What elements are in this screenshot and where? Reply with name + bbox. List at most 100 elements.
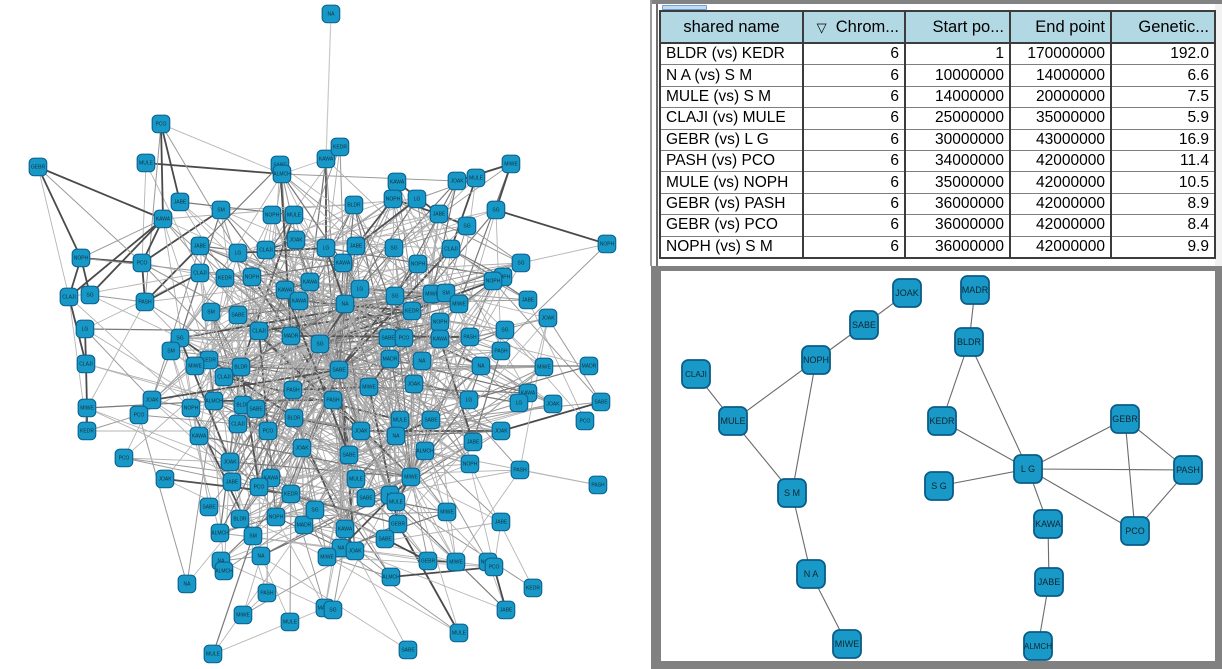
svg-text:BLDR: BLDR — [287, 416, 301, 422]
svg-text:MULE: MULE — [349, 477, 364, 483]
svg-text:SG: SG — [329, 608, 336, 614]
svg-text:MULE: MULE — [389, 500, 404, 506]
svg-text:ALMCH: ALMCH — [205, 399, 223, 405]
svg-text:NOPH: NOPH — [245, 275, 260, 281]
svg-text:MADR: MADR — [962, 285, 989, 295]
svg-text:NA: NA — [419, 359, 427, 365]
svg-text:SG: SG — [390, 246, 397, 252]
svg-text:PCO: PCO — [399, 336, 410, 342]
svg-text:LG: LG — [357, 287, 364, 293]
svg-text:CLAJI: CLAJI — [252, 329, 266, 335]
svg-text:SM: SM — [167, 349, 175, 355]
svg-text:NOPH: NOPH — [600, 242, 615, 248]
svg-text:SABE: SABE — [594, 400, 608, 406]
svg-text:PASH: PASH — [138, 300, 152, 306]
svg-text:PCO: PCO — [134, 413, 145, 419]
svg-text:L G: L G — [1021, 464, 1035, 474]
svg-text:ALMCH: ALMCH — [382, 575, 400, 581]
svg-text:CLAJI: CLAJI — [231, 422, 245, 428]
svg-text:PASH: PASH — [326, 398, 340, 404]
svg-text:JABE: JABE — [174, 200, 187, 206]
svg-text:KEDR: KEDR — [284, 492, 298, 498]
svg-text:KEDR: KEDR — [333, 145, 347, 151]
svg-text:SG: SG — [463, 224, 470, 230]
svg-text:NA: NA — [338, 546, 346, 552]
svg-text:KAWA: KAWA — [338, 527, 353, 533]
svg-text:SABE: SABE — [378, 537, 392, 543]
svg-text:JOAK: JOAK — [546, 402, 560, 408]
svg-text:NA: NA — [258, 554, 266, 560]
svg-text:JABE: JABE — [522, 298, 535, 304]
svg-text:SABE: SABE — [342, 453, 356, 459]
svg-text:SM: SM — [217, 208, 225, 214]
svg-text:MIWE: MIWE — [80, 406, 94, 412]
svg-text:NA: NA — [184, 582, 192, 588]
svg-text:BLDR: BLDR — [347, 203, 361, 209]
svg-text:JABE: JABE — [433, 212, 446, 218]
svg-text:KEDR: KEDR — [405, 309, 419, 315]
svg-text:MULE: MULE — [452, 631, 467, 637]
svg-text:KAWA: KAWA — [1035, 519, 1061, 529]
svg-text:PASH: PASH — [591, 483, 605, 489]
svg-text:PCO: PCO — [254, 485, 265, 491]
svg-text:JOAK: JOAK — [541, 316, 555, 322]
svg-text:LG: LG — [82, 327, 89, 333]
svg-text:S M: S M — [784, 488, 800, 498]
svg-text:LG: LG — [516, 401, 523, 407]
svg-text:JABE: JABE — [226, 480, 239, 486]
svg-text:MIWE: MIWE — [362, 385, 376, 391]
svg-text:PCO: PCO — [1125, 526, 1145, 536]
svg-text:MIWE: MIWE — [320, 555, 334, 561]
svg-text:SABE: SABE — [424, 418, 438, 424]
svg-text:SG: SG — [176, 336, 183, 342]
svg-text:NA: NA — [342, 302, 350, 308]
svg-text:JOAK: JOAK — [158, 477, 172, 483]
svg-text:JOAK: JOAK — [895, 288, 919, 298]
svg-text:MIWE: MIWE — [449, 560, 463, 566]
svg-text:MADR: MADR — [383, 357, 398, 363]
svg-text:MIWE: MIWE — [537, 365, 551, 371]
svg-text:SABE: SABE — [359, 496, 373, 502]
svg-text:CLAJI: CLAJI — [217, 375, 231, 381]
svg-text:MULE: MULE — [139, 161, 154, 167]
svg-text:JABE: JABE — [467, 440, 480, 446]
svg-text:CLAJI: CLAJI — [444, 247, 458, 253]
svg-text:MIWE: MIWE — [452, 302, 466, 308]
svg-text:PASH: PASH — [260, 591, 274, 597]
svg-text:KEDR: KEDR — [80, 429, 94, 435]
svg-text:N A: N A — [804, 569, 819, 579]
svg-text:ALMCH: ALMCH — [211, 531, 229, 537]
svg-text:SG: SG — [316, 342, 323, 348]
svg-text:BLDR: BLDR — [236, 403, 250, 409]
svg-text:SABE: SABE — [381, 336, 395, 342]
svg-text:JOAK: JOAK — [494, 429, 508, 435]
svg-text:PCO: PCO — [489, 565, 500, 571]
svg-text:CLAJI: CLAJI — [685, 370, 707, 379]
svg-text:KAWA: KAWA — [319, 157, 334, 163]
svg-text:NA: NA — [478, 364, 486, 370]
svg-text:SABE: SABE — [231, 313, 245, 319]
svg-text:SABE: SABE — [202, 505, 216, 511]
svg-text:GEBR: GEBR — [1112, 414, 1138, 424]
svg-text:SM: SM — [207, 310, 215, 316]
svg-text:JOAK: JOAK — [145, 398, 159, 404]
svg-text:PASH: PASH — [494, 349, 508, 355]
svg-text:GEBR: GEBR — [421, 559, 436, 565]
svg-text:SG: SG — [391, 294, 398, 300]
svg-text:JOAK: JOAK — [295, 446, 309, 452]
svg-text:LG: LG — [323, 246, 330, 252]
svg-text:PCO: PCO — [137, 261, 148, 267]
svg-text:MULE: MULE — [469, 176, 484, 182]
svg-text:KAWA: KAWA — [303, 280, 318, 286]
svg-text:LG: LG — [466, 398, 473, 404]
svg-text:SM: SM — [442, 291, 450, 297]
svg-text:SG: SG — [517, 261, 524, 267]
svg-text:SG: SG — [311, 508, 318, 514]
svg-text:MADR: MADR — [284, 334, 299, 340]
svg-text:NOPH: NOPH — [411, 262, 426, 268]
svg-text:JOAK: JOAK — [223, 460, 237, 466]
svg-text:MIWE: MIWE — [425, 292, 439, 298]
svg-text:MADR: MADR — [582, 364, 597, 370]
svg-text:JOAK: JOAK — [407, 382, 421, 388]
svg-text:KAWA: KAWA — [292, 299, 307, 305]
